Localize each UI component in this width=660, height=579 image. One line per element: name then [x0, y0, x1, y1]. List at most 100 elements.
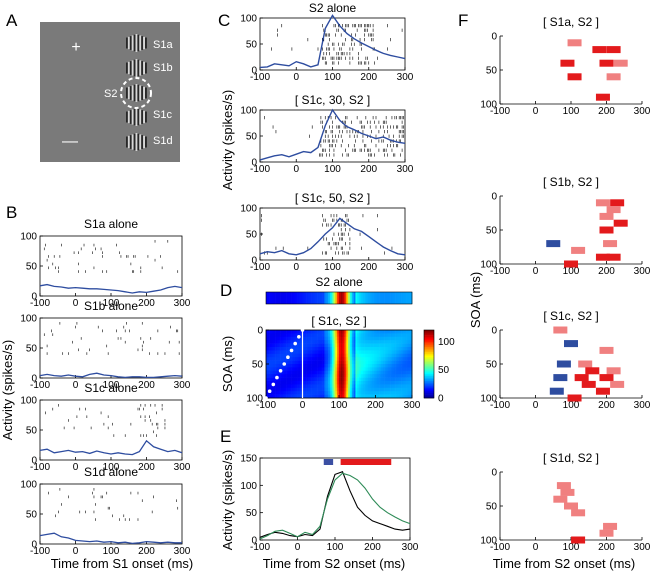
grating-stripe — [141, 135, 144, 149]
grating-stripe — [143, 61, 145, 75]
d-heat-cell — [366, 367, 369, 372]
d-heat-cell — [266, 360, 269, 365]
d-heat-cell — [337, 333, 340, 338]
d-heat-cell — [267, 370, 270, 375]
d-heat-cell — [362, 367, 365, 372]
d-heat-cell — [315, 333, 318, 338]
d-heat-cell — [375, 357, 378, 361]
d-heat-cell — [360, 374, 364, 378]
d-heat-cell — [289, 343, 292, 348]
d-colorbar-tick-label: 0 — [438, 394, 444, 405]
d-heat-cell — [351, 367, 354, 372]
d-heat-cell — [337, 394, 340, 399]
grating-stripe — [126, 87, 128, 99]
d-heat-cell — [386, 330, 389, 334]
d-heat-cell — [371, 347, 374, 351]
d-heat-cell — [271, 377, 274, 382]
d-heat-cell — [351, 340, 354, 344]
d-heat-cell — [353, 357, 356, 361]
d-heat-cell — [337, 347, 340, 351]
d-heat-cell — [377, 384, 380, 389]
d-heat-cell — [278, 340, 281, 344]
d-heat-cell — [320, 377, 323, 382]
d-heat-cell — [309, 387, 312, 392]
e-plot-ytick-label: 50 — [246, 508, 258, 519]
d-heat-cell — [371, 340, 374, 344]
d-heat-cell — [322, 357, 325, 361]
s1a-label: S1a — [153, 39, 173, 51]
d-heat-cell — [317, 360, 320, 365]
d-heat-cell — [404, 391, 407, 395]
d-heat-cell — [410, 377, 413, 382]
d-heat-cell — [302, 343, 305, 348]
d-heat-cell — [337, 374, 340, 378]
d-heat-cell — [282, 333, 285, 338]
d-heat-cell — [324, 377, 327, 382]
d-heat-cell — [307, 336, 311, 341]
d-heat-cell — [278, 343, 281, 348]
d-top-cell — [300, 292, 303, 304]
d-heat-cell — [328, 330, 331, 334]
d-heat-cell — [326, 336, 329, 341]
d-heat-cell — [297, 394, 300, 399]
d-heat-cell — [346, 370, 349, 375]
d-heat-cell — [333, 333, 336, 338]
d-heat-cell — [382, 387, 385, 392]
d-heat-cell — [302, 340, 305, 344]
d-heat-cell — [384, 364, 387, 368]
grating-stripe — [126, 111, 128, 123]
b-subplot3-xtick-label: 100 — [103, 546, 120, 557]
c-subplot-title: [ S1c, 50, S2 ] — [295, 191, 370, 205]
d-heat-cell — [351, 333, 354, 338]
d-heat-cell — [380, 387, 384, 392]
d-heat-cell — [401, 340, 404, 344]
d-top-cell — [267, 292, 270, 304]
d-heat-cell — [278, 336, 281, 341]
d-top-cell — [286, 292, 289, 304]
d-heat-cell — [282, 387, 285, 392]
d-heat-cell — [346, 394, 349, 399]
d-heat-cell — [375, 330, 378, 334]
grating-stripe — [127, 61, 130, 75]
s1d-label: S1d — [153, 135, 173, 147]
d-heat-cell — [313, 394, 316, 399]
d-top-cell — [355, 292, 358, 304]
d-heat-cell — [382, 370, 385, 375]
c-series-line — [259, 14, 406, 69]
d-heat-cell — [287, 364, 291, 368]
d-heat-cell — [390, 340, 393, 344]
d-heat-cell — [278, 377, 281, 382]
d-heat-cell — [280, 394, 283, 399]
f-mark — [556, 360, 571, 368]
d-heat-cell — [317, 381, 320, 385]
d-heat-cell — [317, 370, 320, 375]
d-heat-cell — [377, 353, 380, 358]
d-heat-cell — [346, 364, 349, 368]
grating-stripe — [131, 109, 134, 125]
d-heat-cell — [373, 387, 376, 392]
d-heat-cell — [393, 360, 396, 365]
d-heat-cell — [353, 350, 356, 355]
d-heat-cell — [315, 374, 318, 378]
d-heat-cell — [362, 391, 365, 395]
d-heat-cell — [406, 360, 409, 365]
d-heat-cell — [395, 364, 398, 368]
d-heat-cell — [333, 374, 336, 378]
c-subplot1-xtick-label: 300 — [397, 164, 414, 175]
d-heat-cell — [410, 384, 413, 389]
d-heat-cell — [340, 387, 343, 392]
f-ytick-label: 50 — [486, 502, 498, 513]
d-s1-onset-dot — [286, 355, 290, 360]
d-heat-cell — [340, 343, 343, 348]
d-heat-cell — [379, 387, 382, 392]
d-heat-cell — [320, 340, 323, 344]
d-heat-cell — [267, 394, 270, 399]
d-heat-cell — [309, 333, 312, 338]
d-heat-cell — [295, 384, 298, 389]
d-heat-cell — [295, 360, 298, 365]
d-heat-cell — [269, 330, 272, 334]
d-top-cell — [404, 292, 407, 304]
d-heat-cell — [326, 374, 329, 378]
b-series-line — [39, 532, 182, 545]
d-heat-cell — [340, 353, 343, 358]
